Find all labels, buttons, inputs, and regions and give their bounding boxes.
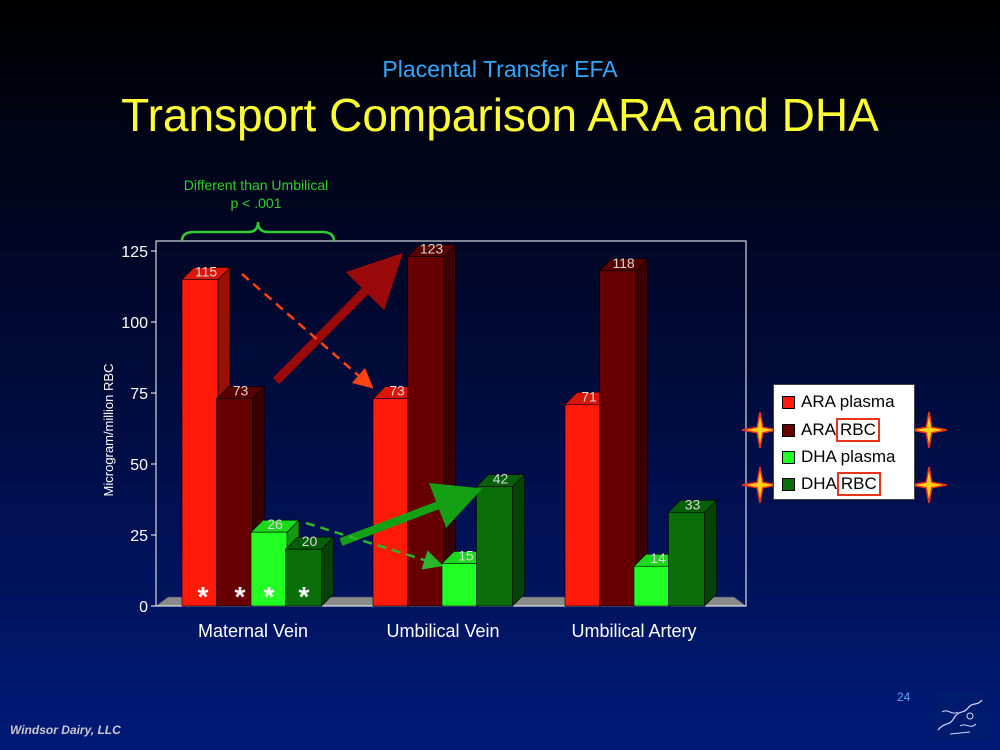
legend-label-ara-rbc: ARA <box>801 420 836 439</box>
y-tick-label: 100 <box>121 315 148 332</box>
x-category-label: Umbilical Vein <box>386 621 499 641</box>
y-axis-label: Microgram/million RBC <box>101 364 116 497</box>
chart-legend: ARA plasma ARA RBC DHA plasma DHA RBC <box>773 384 915 500</box>
data-label-dha-rbc: 42 <box>493 471 509 487</box>
legend-item-ara-plasma: ARA plasma <box>782 391 895 413</box>
data-label-dha-plasma: 26 <box>267 516 283 532</box>
data-label-ara-rbc: 123 <box>420 241 444 257</box>
asterisk-dha-rbc: * <box>299 581 310 612</box>
dha-rbc-transfer-arrow <box>339 483 483 546</box>
legend-swatch-ara-plasma <box>782 395 795 409</box>
bar-dha-rbc-maternal-vein <box>284 536 335 607</box>
y-axis-ticks: 0 25 50 75 100 125 <box>121 244 156 616</box>
significance-brace <box>180 221 336 242</box>
data-label-dha-plasma: 15 <box>458 547 474 563</box>
star-right-ara-rbc-icon <box>910 411 948 449</box>
data-label-ara-plasma: 73 <box>389 383 405 399</box>
asterisk-ara-rbc: * <box>235 581 246 612</box>
x-axis-categories: Maternal Vein Umbilical Vein Umbilical Art… <box>198 621 697 641</box>
bar-ara-rbc-umbilical-vein <box>406 243 457 607</box>
x-category-label: Umbilical Artery <box>571 621 696 641</box>
footer-company: Windsor Dairy, LLC <box>10 723 121 737</box>
legend-label-dha-rbc: DHA <box>801 474 837 493</box>
legend-label-dha-plasma: DHA plasma <box>801 447 896 466</box>
legend-item-dha-plasma: DHA plasma <box>782 446 895 468</box>
data-label-ara-plasma: 115 <box>195 263 218 279</box>
data-label-ara-rbc: 73 <box>233 383 249 399</box>
y-tick-label: 125 <box>121 244 148 261</box>
legend-rbc-highlight-box: RBC <box>835 418 880 442</box>
x-category-label: Maternal Vein <box>198 621 308 641</box>
y-tick-label: 75 <box>130 386 148 403</box>
asterisk-ara-plasma: * <box>198 581 209 612</box>
dha-plasma-dashed-arrow <box>305 521 444 570</box>
legend-label-ara-plasma: ARA plasma <box>801 392 895 411</box>
asterisk-dha-plasma: * <box>264 581 275 612</box>
data-label-dha-rbc: 20 <box>302 533 318 549</box>
legend-item-ara-rbc: ARA RBC <box>782 418 880 442</box>
star-left-dha-rbc-icon <box>741 466 779 504</box>
ara-rbc-transfer-arrow <box>272 252 404 385</box>
ara-plasma-dashed-arrow <box>241 273 374 389</box>
star-left-ara-rbc-icon <box>741 411 779 449</box>
y-tick-label: 25 <box>130 528 148 545</box>
brace-note-line2: p < .001 <box>231 195 282 211</box>
data-label-dha-rbc: 33 <box>685 496 701 512</box>
bar-dha-rbc-umbilical-vein <box>475 473 526 607</box>
legend-swatch-ara-rbc <box>782 423 795 437</box>
y-tick-label: 50 <box>130 457 148 474</box>
data-label-dha-plasma: 14 <box>650 550 666 566</box>
bar-dha-rbc-umbilical-artery <box>667 499 718 607</box>
star-right-dha-rbc-icon <box>910 466 948 504</box>
bar-ara-rbc-umbilical-artery <box>598 258 649 607</box>
legend-swatch-dha-rbc <box>782 477 795 491</box>
slide-title: Transport Comparison ARA and DHA <box>121 89 879 141</box>
page-number: 24 <box>897 690 911 704</box>
logo-sketch-icon <box>930 692 990 740</box>
bar-series: 115 73 26 20 73 123 15 42 71 118 14 33 <box>181 241 718 607</box>
data-label-ara-plasma: 71 <box>581 388 597 404</box>
brace-note-line1: Different than Umbilical <box>184 177 328 193</box>
data-label-ara-rbc: 118 <box>612 255 635 271</box>
y-tick-label: 0 <box>139 599 148 616</box>
slide-subtitle: Placental Transfer EFA <box>382 56 618 82</box>
legend-rbc-highlight-box: RBC <box>836 472 881 496</box>
legend-swatch-dha-plasma <box>782 450 795 464</box>
legend-item-dha-rbc: DHA RBC <box>782 472 881 496</box>
highlight-stars <box>741 411 948 504</box>
